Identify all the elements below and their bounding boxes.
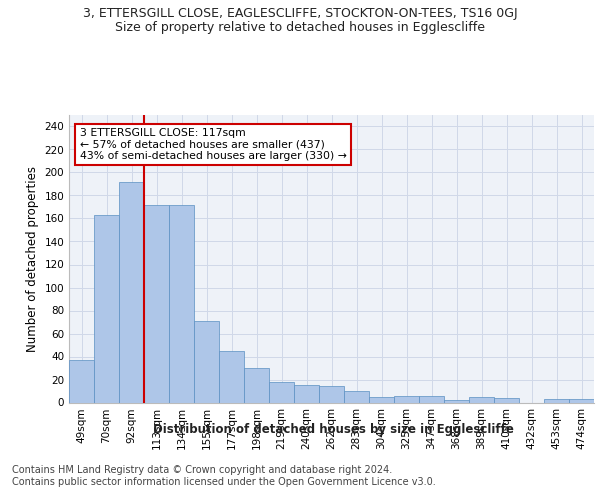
Bar xyxy=(394,396,419,402)
Bar xyxy=(144,204,169,402)
Bar xyxy=(419,396,444,402)
Bar xyxy=(69,360,94,403)
Y-axis label: Number of detached properties: Number of detached properties xyxy=(26,166,39,352)
Bar xyxy=(269,382,294,402)
Bar xyxy=(494,398,519,402)
Bar xyxy=(469,397,494,402)
Bar xyxy=(94,215,119,402)
Text: Distribution of detached houses by size in Egglescliffe: Distribution of detached houses by size … xyxy=(152,422,514,436)
Bar xyxy=(119,182,144,402)
Bar xyxy=(444,400,469,402)
Bar xyxy=(369,397,394,402)
Bar xyxy=(294,385,319,402)
Bar xyxy=(219,351,244,403)
Text: Contains HM Land Registry data © Crown copyright and database right 2024.
Contai: Contains HM Land Registry data © Crown c… xyxy=(12,465,436,486)
Bar xyxy=(244,368,269,402)
Bar xyxy=(544,399,569,402)
Text: 3 ETTERSGILL CLOSE: 117sqm
← 57% of detached houses are smaller (437)
43% of sem: 3 ETTERSGILL CLOSE: 117sqm ← 57% of deta… xyxy=(79,128,346,161)
Bar xyxy=(344,391,369,402)
Text: Size of property relative to detached houses in Egglescliffe: Size of property relative to detached ho… xyxy=(115,21,485,34)
Text: 3, ETTERSGILL CLOSE, EAGLESCLIFFE, STOCKTON-ON-TEES, TS16 0GJ: 3, ETTERSGILL CLOSE, EAGLESCLIFFE, STOCK… xyxy=(83,8,517,20)
Bar xyxy=(194,321,219,402)
Bar xyxy=(169,204,194,402)
Bar xyxy=(319,386,344,402)
Bar xyxy=(569,399,594,402)
